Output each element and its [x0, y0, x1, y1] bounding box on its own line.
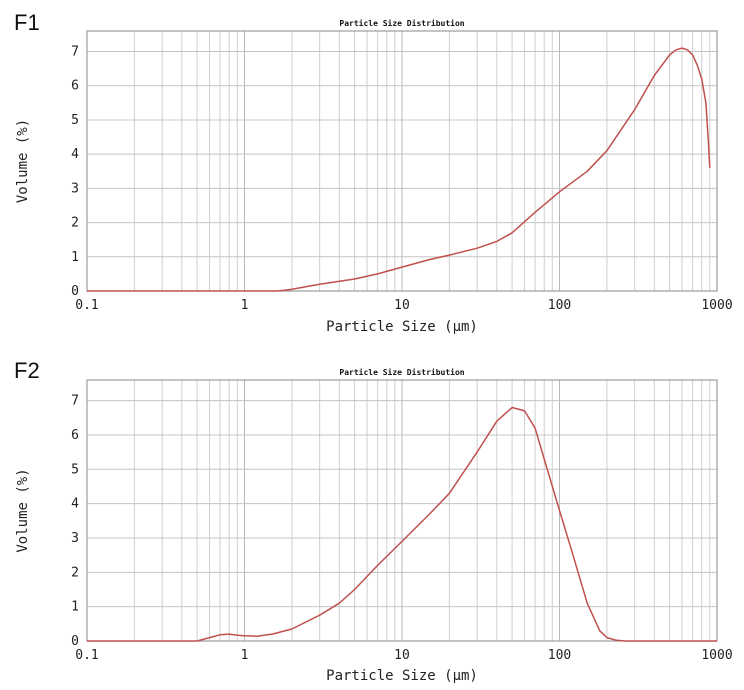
chart-title: Particle Size Distribution: [339, 367, 464, 377]
x-tick-label: 10: [394, 298, 410, 313]
panel-label-f2: F2: [14, 358, 40, 383]
y-tick-label: 6: [71, 428, 79, 443]
x-tick-label: 100: [548, 648, 571, 663]
x-tick-label: 1000: [701, 298, 732, 313]
panel-label-f1: F1: [14, 10, 40, 35]
x-grid-lines: [133, 380, 711, 641]
y-tick-label: 3: [71, 181, 79, 196]
x-grid-lines: [133, 31, 711, 291]
y-tick-label: 0: [71, 284, 79, 299]
y-grid-lines: [87, 51, 717, 258]
distribution-curve: [87, 47, 711, 292]
y-tick-label: 7: [71, 394, 79, 409]
y-tick-label: 5: [71, 462, 79, 477]
y-tick-label: 4: [71, 497, 79, 512]
x-tick-label: 1: [241, 298, 249, 313]
y-tick-label: 3: [71, 531, 79, 546]
x-axis-label: Particle Size (μm): [326, 668, 478, 684]
y-axis-label: Volume (%): [15, 468, 31, 552]
y-tick-label: 1: [71, 250, 79, 265]
chart-title: Particle Size Distribution: [339, 18, 464, 28]
plot-frame: [86, 379, 718, 642]
plot-frame: [86, 30, 718, 292]
x-axis-label: Particle Size (μm): [326, 319, 478, 335]
y-tick-label: 6: [71, 79, 79, 94]
chart-panel-2: Particle Size Distribution 0 1 2 3 4 5 6 7 0.1 1 10…: [15, 367, 733, 684]
x-tick-label: 0.1: [75, 648, 98, 663]
y-grid-lines: [87, 400, 717, 608]
x-tick-label: 0.1: [75, 298, 98, 313]
y-tick-label: 2: [71, 565, 79, 580]
y-tick-label: 7: [71, 45, 79, 60]
x-tick-label: 100: [548, 298, 571, 313]
x-tick-label: 10: [394, 648, 410, 663]
distribution-curve: [87, 406, 717, 642]
y-tick-label: 4: [71, 147, 79, 162]
y-axis-label: Volume (%): [15, 119, 31, 203]
x-tick-label: 1: [241, 648, 249, 663]
y-tick-label: 0: [71, 634, 79, 649]
y-tick-label: 1: [71, 600, 79, 615]
y-tick-label: 2: [71, 216, 79, 231]
chart-panel-1: Particle Size Distribution 0 1 2 3 4 5 6 7 0.1 1 10…: [15, 18, 733, 335]
x-tick-label: 1000: [701, 648, 732, 663]
y-tick-label: 5: [71, 113, 79, 128]
